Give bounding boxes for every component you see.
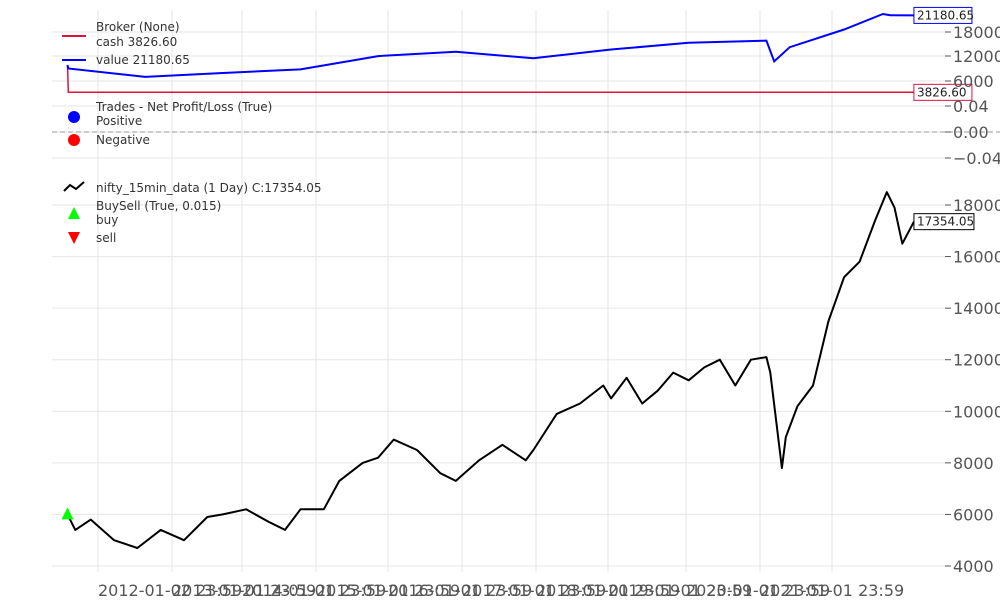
- x-tick-label: 2020-01-01 23:59: [686, 581, 830, 600]
- x-tick-label: 2019-01-01 23:59: [608, 581, 752, 600]
- broker-y-tick-label: 12000: [953, 47, 1000, 66]
- trades-y-tick-label: −0.04: [953, 149, 1000, 168]
- price-y-tick-label: 10000: [953, 402, 1000, 421]
- price-y-tick-label: 16000: [953, 248, 1000, 267]
- legend-sell: sell: [96, 231, 116, 245]
- last-value-label: 3826.60: [917, 85, 967, 99]
- price-y-tick-label: 4000: [953, 557, 994, 576]
- last-value-box: [913, 6, 973, 24]
- last-value-box: [913, 83, 973, 101]
- trades-y-tick-label: 0.04: [953, 97, 989, 116]
- series-line-nifty_15min_data: [66, 191, 915, 549]
- legend-title-broker: Broker (None): [96, 20, 180, 34]
- price-y-tick-label: 6000: [953, 505, 994, 524]
- broker-y-tick-label: 18000: [953, 23, 1000, 42]
- legend-title-trades: Trades - Net Profit/Loss (True): [95, 100, 272, 114]
- legend-positive-dot: [68, 111, 80, 123]
- legend-buy-triangle: [68, 207, 80, 219]
- price-y-tick-label: 14000: [953, 299, 1000, 318]
- x-tick-label: 2013-01-01 23:59: [172, 581, 316, 600]
- legend: Broker (None)cash 3826.60 value 21180.65 T…: [62, 20, 322, 245]
- last-value-label: 17354.05: [917, 215, 974, 229]
- legend-buy: buy: [96, 213, 118, 227]
- last-value-box: [913, 213, 975, 231]
- legend-negative: Negative: [96, 133, 150, 147]
- legend-price-line-icon: [63, 181, 85, 192]
- legend-cash: cash 3826.60: [96, 35, 177, 49]
- legend-value: value 21180.65: [96, 53, 190, 67]
- x-tick-label: 2017-01-01 23:59: [462, 581, 606, 600]
- x-tick-label: 2015-01-01 23:59: [316, 581, 460, 600]
- series-line-cash: [66, 64, 914, 94]
- price-y-tick-label: 18000: [953, 196, 1000, 215]
- last-value-label: 21180.65: [917, 8, 974, 22]
- series-line-value: [66, 12, 914, 78]
- buy-marker: [61, 507, 74, 520]
- legend-negative-dot: [68, 134, 80, 146]
- grid-lines: [52, 10, 1000, 572]
- x-tick-label: 2016-01-01 23:59: [388, 581, 532, 600]
- x-tick-label: 2012-01-02 23:59: [98, 581, 242, 600]
- legend-sell-triangle: [68, 232, 80, 244]
- legend-positive: Positive: [96, 114, 142, 128]
- series-layer: 3826.60 21180.65 17354.05: [61, 6, 975, 549]
- x-tick-label: 2018-01-01 23:59: [536, 581, 680, 600]
- broker-y-tick-label: 6000: [953, 72, 994, 91]
- x-tick-label: 2014-01-01 23:59: [242, 581, 386, 600]
- legend-buysell: BuySell (True, 0.015): [96, 199, 221, 213]
- price-y-tick-label: 12000: [953, 351, 1000, 370]
- tick-labels: 18000 12000 6000 0.04 0.00 −0.04 18000 16000 140…: [945, 23, 1000, 576]
- price-y-tick-label: 8000: [953, 454, 994, 473]
- legend-price: nifty_15min_data (1 Day) C:17354.05: [96, 181, 322, 195]
- x-tick-label: 2021-01-01 23:59: [760, 581, 904, 600]
- trades-y-tick-label: 0.00: [953, 123, 989, 142]
